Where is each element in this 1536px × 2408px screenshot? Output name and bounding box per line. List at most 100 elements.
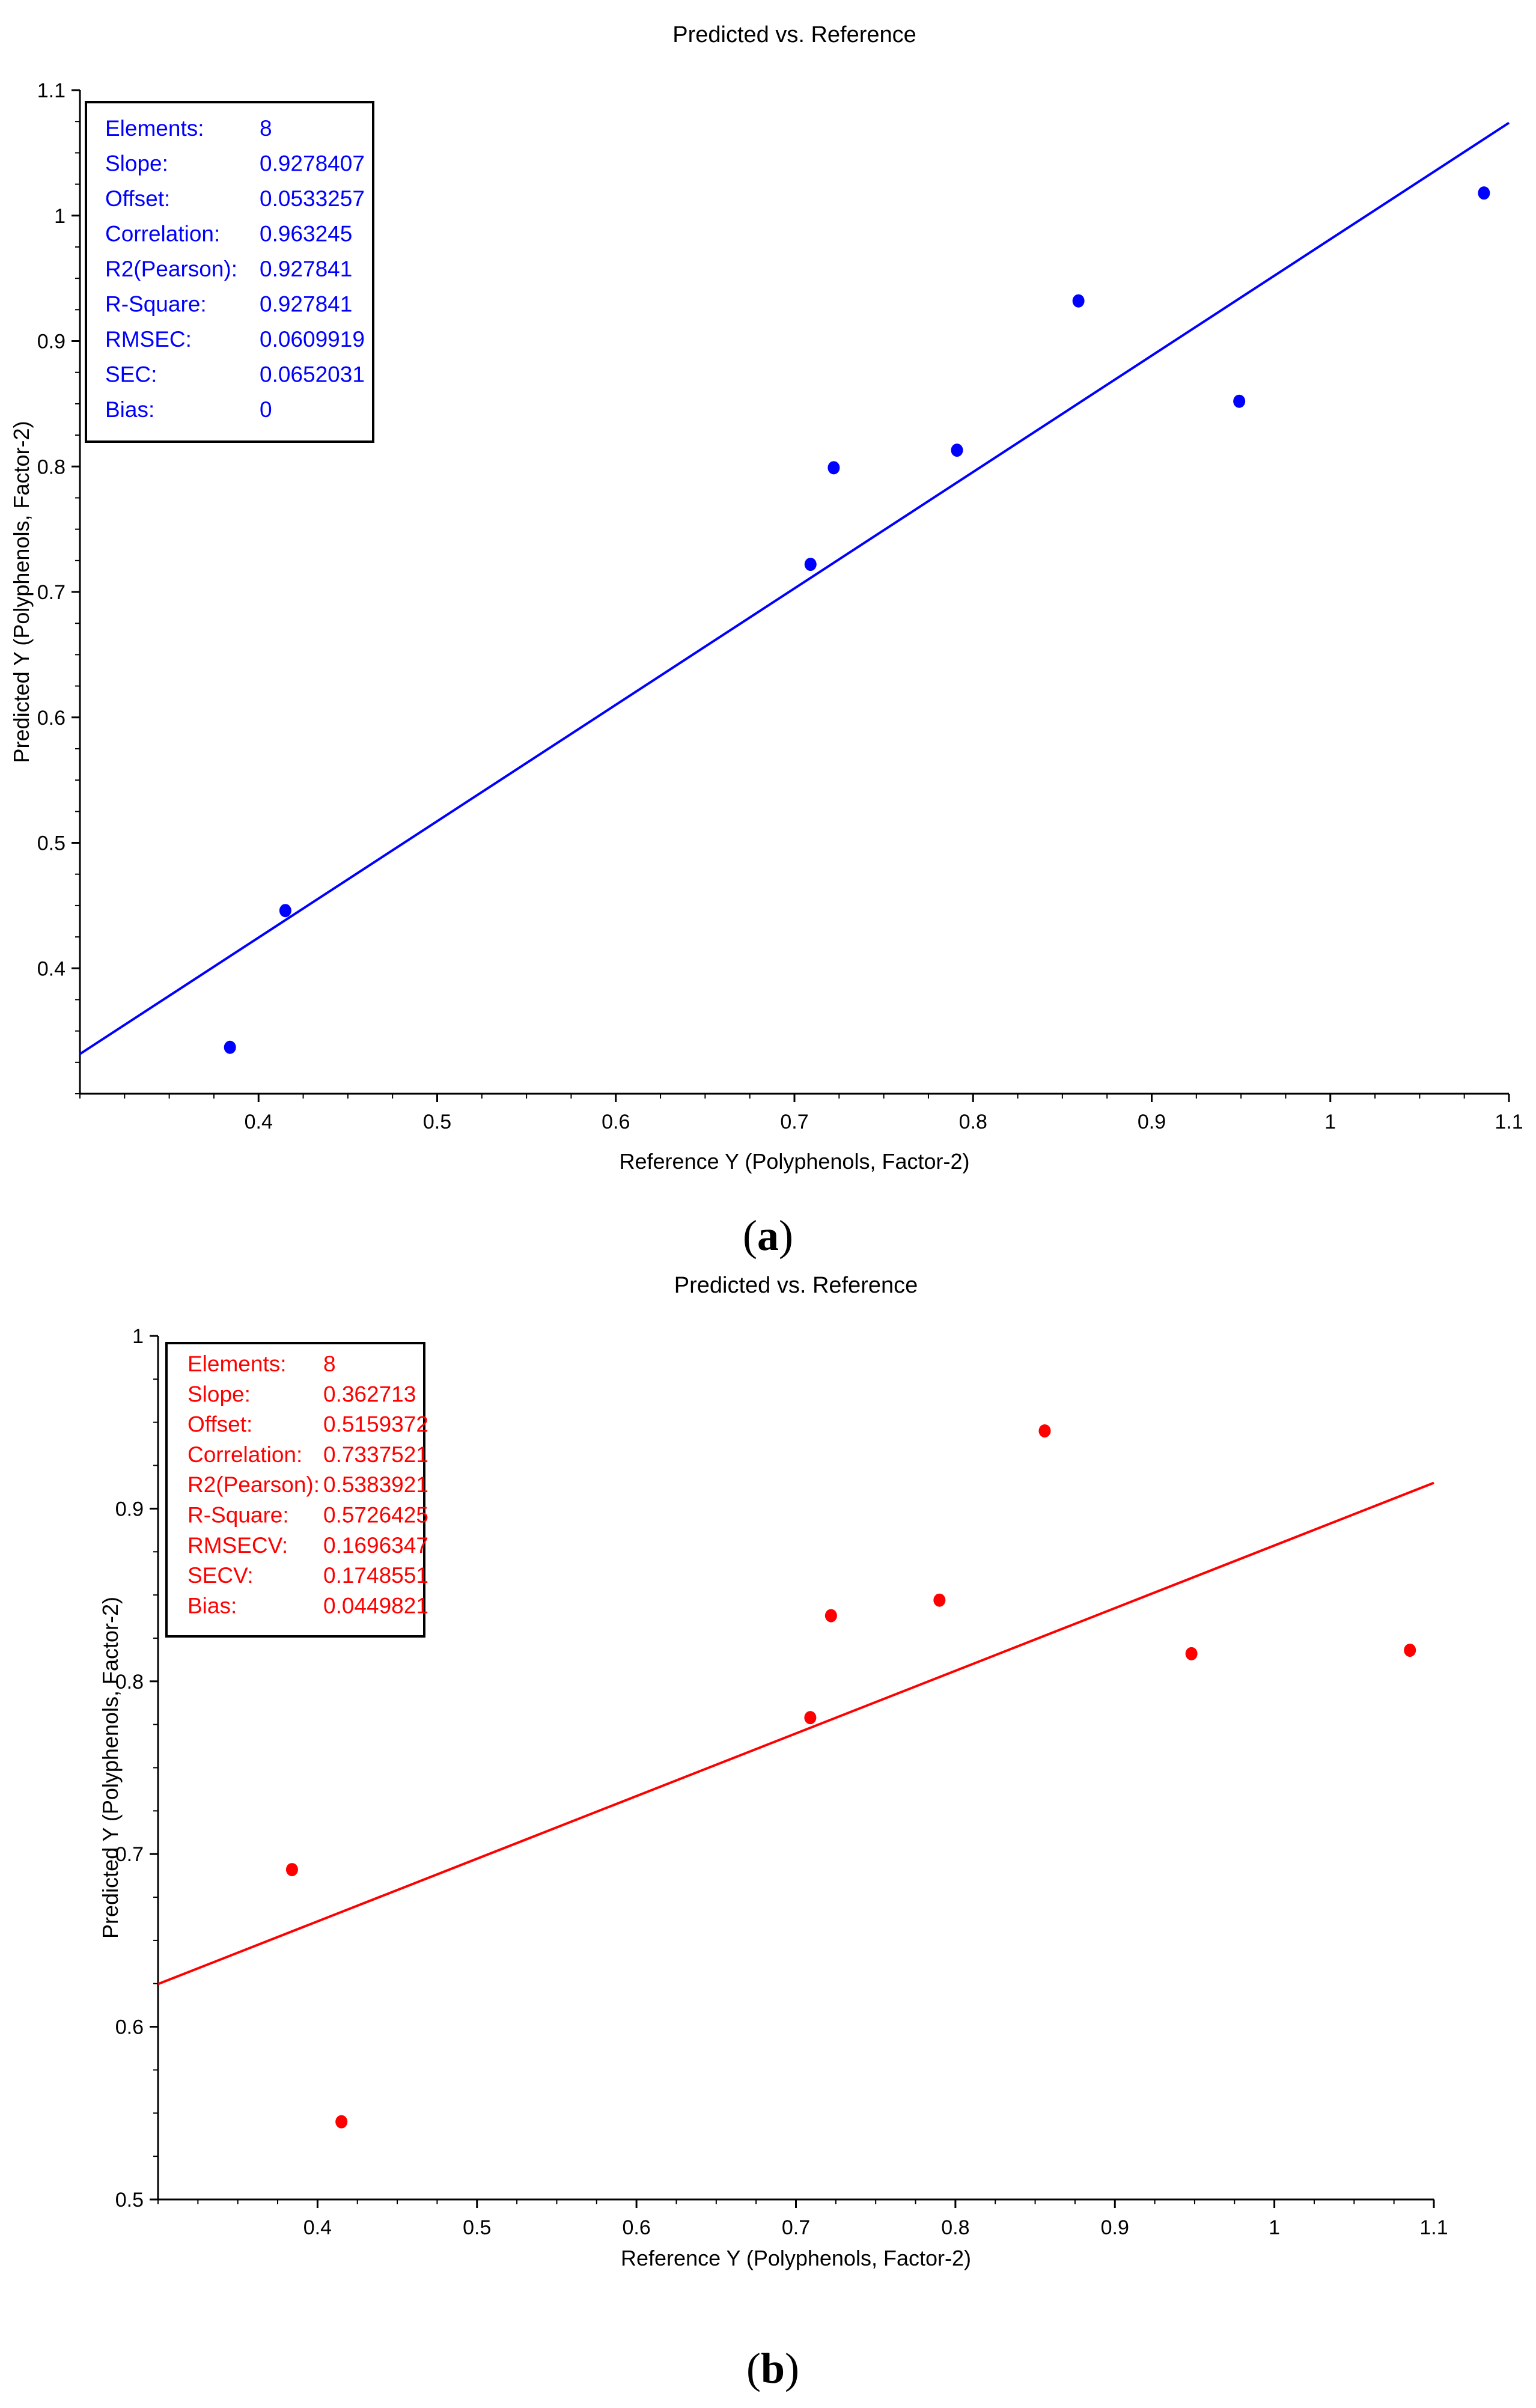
stats-value: 0.5159372: [323, 1412, 428, 1437]
y-tick-label: 0.9: [115, 1498, 144, 1520]
regression-line: [79, 121, 1510, 1055]
stats-label: RMSECV:: [187, 1533, 288, 1558]
x-tick-label: 0.9: [1101, 2216, 1129, 2239]
x-tick-label: 0.6: [622, 2216, 650, 2239]
x-tick-label: 0.4: [303, 2216, 332, 2239]
stats-value: 0.963245: [260, 222, 352, 246]
y-tick-label: 0.6: [115, 2016, 144, 2039]
stats-value: 0.0609919: [260, 327, 365, 352]
panel-label-close-paren: ): [785, 2344, 799, 2392]
x-tick-label: 0.9: [1138, 1111, 1166, 1133]
x-tick-label: 1.1: [1495, 1111, 1523, 1133]
x-axis-label: Reference Y (Polyphenols, Factor-2): [621, 2246, 971, 2270]
data-point: [1185, 1647, 1198, 1660]
data-point: [279, 904, 291, 918]
x-tick-label: 0.7: [780, 1111, 808, 1133]
stats-value: 0.0449821: [323, 1593, 428, 1618]
stats-label: Slope:: [105, 151, 168, 176]
panel-label-open-paren: (: [746, 2344, 761, 2392]
chart-panel-b: Predicted vs. Reference 0.4 0.5 0.6 0.7 0.8 0.…: [98, 1273, 1448, 2392]
y-tick-label: 0.7: [37, 581, 66, 604]
x-tick-label: 1: [1269, 2216, 1280, 2239]
stats-label: Correlation:: [187, 1442, 302, 1467]
stats-label: Bias:: [187, 1593, 237, 1618]
data-point: [224, 1040, 236, 1054]
y-tick-label: 0.5: [115, 2189, 144, 2211]
x-tick-label: 0.6: [602, 1111, 630, 1133]
stats-label: RMSEC:: [105, 327, 192, 352]
stats-label: Elements:: [105, 116, 204, 141]
y-tick-label: 0.9: [37, 331, 66, 353]
stats-value: 0.7337521: [323, 1442, 428, 1467]
x-tick-label: 1.1: [1419, 2216, 1448, 2239]
panel-label-close-paren: ): [779, 1212, 793, 1260]
stats-value: 0.362713: [323, 1382, 416, 1406]
stats-label: R2(Pearson):: [187, 1472, 320, 1497]
data-point: [1038, 1424, 1051, 1438]
stats-box: [85, 101, 374, 443]
x-tick-label: 0.4: [245, 1111, 273, 1133]
stats-value: 8: [323, 1352, 336, 1376]
data-point: [285, 1863, 298, 1877]
stats-value: 0.5726425: [323, 1503, 428, 1528]
panel-label-letter: b: [761, 2344, 785, 2392]
stats-label: R-Square:: [187, 1503, 289, 1528]
x-tick-label: 0.8: [959, 1111, 987, 1133]
data-point: [335, 2115, 348, 2129]
y-tick-label: 1: [54, 205, 66, 228]
data-point: [1404, 1644, 1416, 1657]
chart-title: Predicted vs. Reference: [672, 22, 916, 47]
stats-label: Slope:: [187, 1382, 251, 1406]
panel-label-open-paren: (: [743, 1212, 757, 1260]
stats-label: SECV:: [187, 1563, 254, 1588]
y-tick-label: 0.7: [115, 1843, 144, 1866]
stats-value: 0.9278407: [260, 151, 365, 176]
stats-value: 8: [260, 116, 272, 141]
data-point: [804, 1711, 817, 1725]
stats-value: 0.1696347: [323, 1533, 428, 1558]
panel-label: (a): [743, 1212, 793, 1260]
data-point: [951, 443, 963, 457]
stats-value: 0.0533257: [260, 186, 365, 211]
x-tick-label: 0.7: [782, 2216, 810, 2239]
y-axis-label: Predicted Y (Polyphenols, Factor-2): [9, 421, 34, 763]
stats-value: 0: [260, 397, 272, 422]
stats-label: Offset:: [187, 1412, 252, 1437]
y-tick-label: 0.4: [37, 957, 66, 980]
x-axis-label: Reference Y (Polyphenols, Factor-2): [620, 1149, 970, 1174]
stats-label: Offset:: [105, 186, 170, 211]
y-tick-label: 0.8: [37, 456, 66, 478]
data-point: [1233, 394, 1246, 408]
chart-panel-a: Predicted vs. Reference 0.4 0.5 0.6 0.7 0.8 0.…: [9, 22, 1523, 1260]
stats-label: R2(Pearson):: [105, 257, 237, 281]
chart-title: Predicted vs. Reference: [674, 1273, 918, 1298]
stats-label: Correlation:: [105, 222, 220, 246]
data-point: [824, 1609, 837, 1623]
stats-value: 0.927841: [260, 257, 352, 281]
stats-label: SEC:: [105, 362, 157, 387]
y-tick-label: 0.6: [37, 707, 66, 730]
data-point: [1478, 186, 1490, 200]
stats-label: Bias:: [105, 397, 154, 422]
y-tick-label: 1: [132, 1325, 144, 1348]
regression-line: [157, 1481, 1434, 1986]
panel-label-letter: a: [757, 1212, 779, 1260]
data-point: [804, 558, 817, 572]
stats-value: 0.0652031: [260, 362, 365, 387]
stats-value: 0.5383921: [323, 1472, 428, 1497]
data-point: [1072, 294, 1085, 308]
data-point: [933, 1593, 946, 1607]
x-tick-label: 0.8: [941, 2216, 969, 2239]
panel-label: (b): [746, 2344, 799, 2392]
y-tick-label: 0.5: [37, 832, 66, 855]
x-tick-label: 0.5: [463, 2216, 491, 2239]
stats-box: [165, 1342, 425, 1638]
stats-value: 0.927841: [260, 292, 352, 317]
x-tick-label: 1: [1324, 1111, 1336, 1133]
y-tick-label: 0.8: [115, 1671, 144, 1693]
x-tick-label: 0.5: [423, 1111, 451, 1133]
data-point: [827, 461, 840, 475]
y-tick-label: 1.1: [37, 79, 66, 102]
y-axis-label: Predicted Y (Polyphenols, Factor-2): [98, 1597, 123, 1939]
